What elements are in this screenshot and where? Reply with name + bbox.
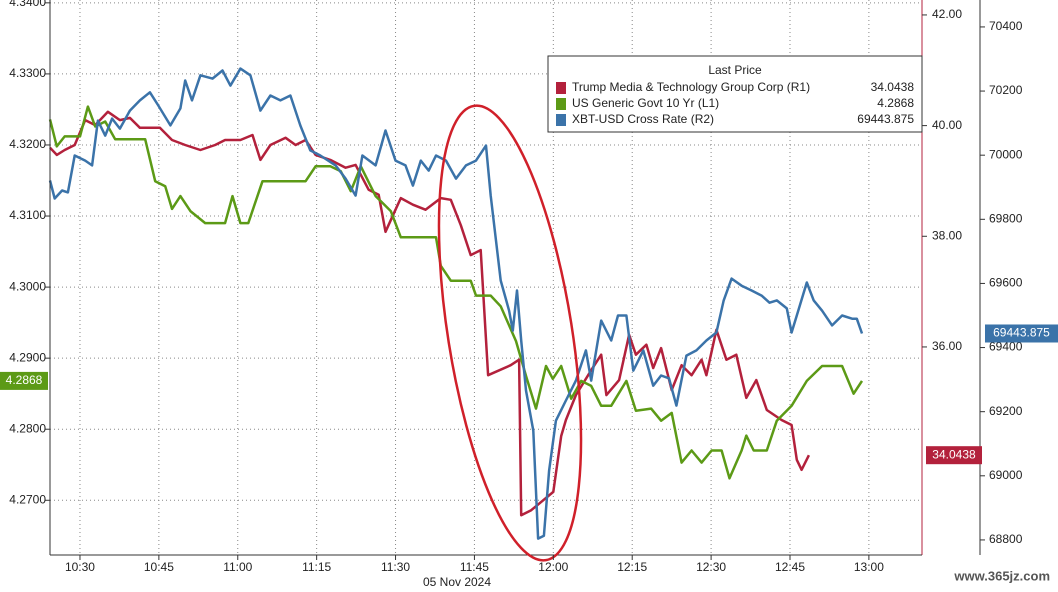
- x-tick-label: 10:30: [65, 560, 95, 574]
- y2-tick-label: 42.00: [932, 7, 962, 21]
- legend-name: US Generic Govt 10 Yr (L1): [572, 96, 719, 110]
- watermark: www.365jz.com: [953, 568, 1050, 583]
- y2-tick-label: 36.00: [932, 339, 962, 353]
- x-tick-label: 11:30: [381, 560, 410, 574]
- y3-tick-label: 69600: [989, 276, 1023, 290]
- y3-tick-label: 69200: [989, 404, 1023, 418]
- y3-tick-label: 70200: [989, 83, 1023, 97]
- y-tick-label: 4.2800: [9, 421, 46, 435]
- x-tick-label: 12:45: [775, 560, 805, 574]
- x-tick-label: 11:15: [302, 560, 331, 574]
- y2-tick-label: 40.00: [932, 118, 962, 132]
- y-tick-label: 4.2900: [9, 350, 46, 364]
- y-tick-label: 4.2700: [9, 492, 46, 506]
- y-tick-label: 4.3400: [9, 0, 46, 9]
- y-tick-label: 4.3100: [9, 208, 46, 222]
- last-price-label: 34.0438: [932, 447, 976, 461]
- x-tick-label: 12:15: [617, 560, 647, 574]
- x-tick-label: 11:00: [223, 560, 252, 574]
- series-line: [48, 105, 864, 480]
- axes: 10:30 10:45 11:00 11:15 11:30 11:45 12:00 12:15…: [9, 0, 1022, 574]
- last-price-tag: [0, 371, 48, 390]
- x-tick-label: 13:00: [854, 560, 884, 574]
- y3-tick-label: 70000: [989, 147, 1023, 161]
- legend-name: XBT-USD Cross Rate (R2): [572, 112, 714, 126]
- y3-tick-label: 70400: [989, 19, 1023, 33]
- last-price-tag: [926, 446, 982, 465]
- legend-value: 4.2868: [877, 96, 914, 110]
- legend-value: 69443.875: [857, 112, 914, 126]
- legend: Trump Media & Technology Group Corp (R1)…: [556, 80, 914, 126]
- y3-tick-label: 69000: [989, 468, 1023, 482]
- y2-tick-label: 38.00: [932, 228, 962, 242]
- y-tick-label: 4.3000: [9, 279, 46, 293]
- y3-tick-label: 69400: [989, 340, 1023, 354]
- legend-name: Trump Media & Technology Group Corp (R1): [572, 80, 810, 94]
- lines: [48, 67, 864, 540]
- x-axis-label: 05 Nov 2024: [423, 575, 491, 589]
- y-tick-label: 4.3200: [9, 137, 46, 151]
- last-price-label: 69443.875: [993, 326, 1050, 340]
- highlight-ellipse: [437, 104, 583, 562]
- x-tick-label: 12:00: [538, 560, 568, 574]
- legend-title: Last Price: [708, 63, 762, 77]
- last-price-tag: [985, 324, 1058, 343]
- tags: 34.0438 4.2868 69443.875: [0, 324, 1058, 465]
- legend-box: [547, 55, 923, 133]
- y-tick-label: 4.3300: [9, 66, 46, 80]
- legend-swatch: [556, 98, 566, 110]
- x-tick-label: 11:45: [460, 560, 489, 574]
- x-tick-label: 12:30: [696, 560, 726, 574]
- legend-swatch: [556, 114, 566, 126]
- legend-value: 34.0438: [871, 80, 915, 94]
- legend-swatch: [556, 82, 566, 94]
- y3-tick-label: 69800: [989, 211, 1023, 225]
- series-line: [48, 67, 864, 540]
- y3-tick-label: 68800: [989, 532, 1023, 546]
- last-price-label: 4.2868: [6, 373, 43, 387]
- x-tick-label: 10:45: [144, 560, 174, 574]
- series-line: [49, 110, 811, 517]
